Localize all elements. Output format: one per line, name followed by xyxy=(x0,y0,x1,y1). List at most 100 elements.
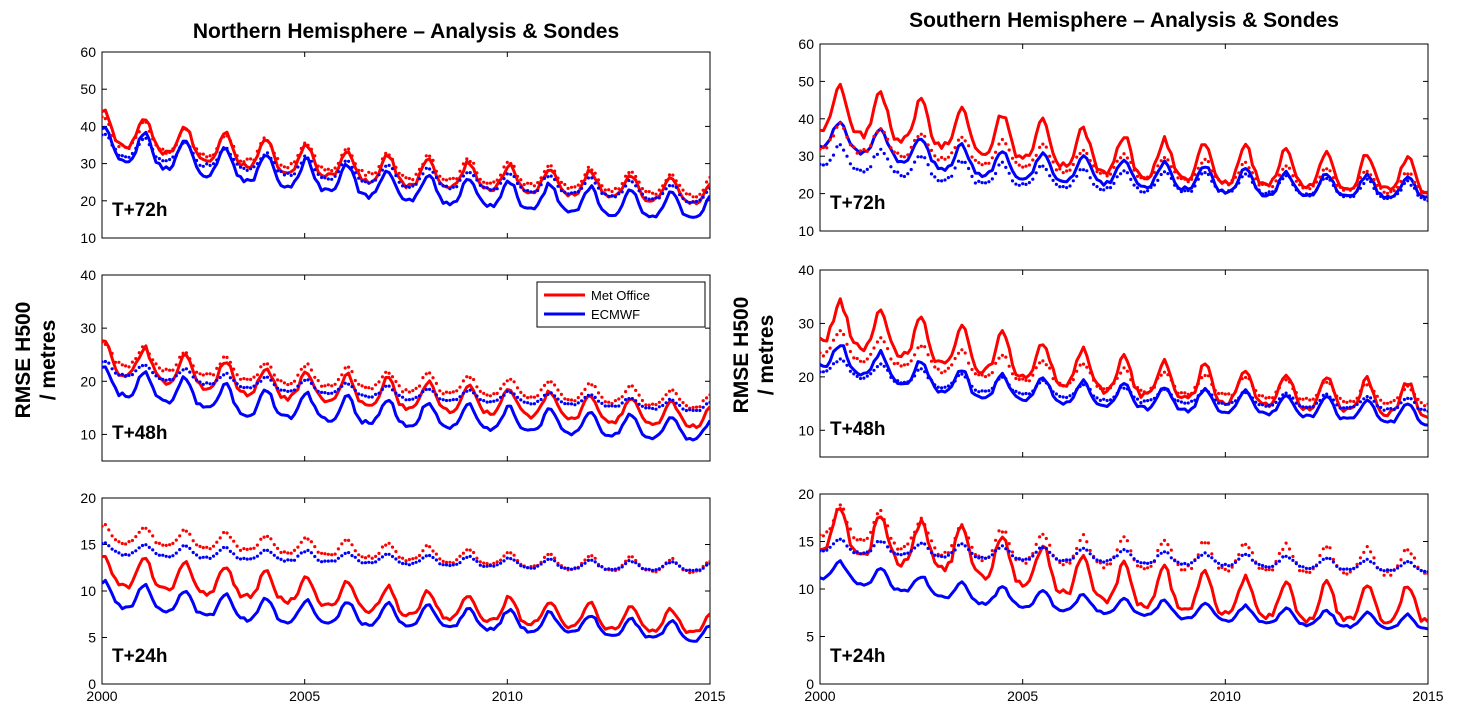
series-point xyxy=(1247,174,1251,178)
series-point xyxy=(1156,393,1160,397)
series-point xyxy=(1000,353,1005,357)
series-point xyxy=(1068,184,1072,188)
series-point xyxy=(627,559,631,563)
series-point xyxy=(1132,183,1136,187)
series-point xyxy=(178,133,182,138)
series-point xyxy=(137,351,141,355)
series-point xyxy=(953,548,957,552)
series-point xyxy=(117,360,121,364)
series-point xyxy=(303,378,307,382)
series-point xyxy=(475,171,479,175)
series-point xyxy=(475,556,479,560)
series-point xyxy=(1308,194,1312,198)
series-point xyxy=(889,375,893,379)
series-point xyxy=(309,159,313,163)
series-point xyxy=(1159,159,1163,163)
series-point xyxy=(1166,551,1170,555)
series-point xyxy=(1419,407,1423,411)
series-point xyxy=(556,388,560,392)
series-point xyxy=(492,392,496,396)
series-point xyxy=(681,196,685,200)
series-point xyxy=(1217,566,1221,570)
series-point xyxy=(235,556,239,560)
series-point xyxy=(431,389,435,393)
series-point xyxy=(1352,405,1356,409)
series-point xyxy=(184,544,188,548)
series-point xyxy=(130,360,134,364)
series-point xyxy=(1203,157,1207,161)
series-point xyxy=(1213,388,1217,392)
series-point xyxy=(478,177,482,181)
series-point xyxy=(902,174,907,179)
series-point xyxy=(414,556,418,560)
series-point xyxy=(1345,567,1349,571)
series-point xyxy=(828,366,832,370)
series-point xyxy=(1081,383,1086,387)
series-point xyxy=(235,162,239,166)
series-point xyxy=(1034,385,1038,389)
series-point xyxy=(590,176,594,180)
series-point xyxy=(1027,163,1031,167)
series-point xyxy=(154,362,158,366)
series-point xyxy=(1000,160,1005,164)
series-point xyxy=(1010,179,1015,183)
series-point xyxy=(603,404,607,408)
series-point xyxy=(1010,372,1015,376)
series-point xyxy=(1139,388,1143,392)
series-point xyxy=(852,536,856,540)
series-point xyxy=(232,144,236,149)
series-point xyxy=(1065,558,1069,562)
series-point xyxy=(909,536,913,540)
series-point xyxy=(691,405,695,410)
series-point xyxy=(872,155,876,159)
series-point xyxy=(468,548,472,552)
series-point xyxy=(526,189,530,193)
y-tick-label: 20 xyxy=(798,486,814,502)
series-point xyxy=(586,382,591,386)
series-point xyxy=(1065,186,1069,190)
series-point xyxy=(559,565,564,570)
series-point xyxy=(154,541,158,545)
series-point xyxy=(1402,181,1406,185)
series-point xyxy=(1267,184,1271,188)
series-point xyxy=(1068,168,1072,172)
series-point xyxy=(184,127,188,132)
series-point xyxy=(401,556,405,560)
ecmwf-dotted-series xyxy=(820,143,1428,203)
series-point xyxy=(289,173,293,177)
series-point xyxy=(848,349,853,354)
series-point xyxy=(1125,549,1129,553)
series-point xyxy=(667,558,672,562)
series-point xyxy=(431,170,435,174)
series-point xyxy=(596,399,601,403)
series-point xyxy=(404,388,408,392)
series-point xyxy=(1385,407,1390,411)
series-point xyxy=(1122,169,1126,173)
series-point xyxy=(1068,381,1072,385)
series-point xyxy=(512,380,516,384)
series-point xyxy=(970,384,974,388)
series-point xyxy=(694,408,699,412)
series-point xyxy=(1220,180,1224,184)
series-point xyxy=(296,153,300,158)
series-point xyxy=(926,143,930,147)
series-point xyxy=(1068,561,1072,565)
series-point xyxy=(549,552,553,557)
series-point xyxy=(1034,366,1038,370)
lead-time-label: T+48h xyxy=(830,419,885,440)
series-point xyxy=(390,388,395,392)
series-point xyxy=(1159,388,1163,392)
series-point xyxy=(576,396,580,400)
series-point xyxy=(1027,392,1031,396)
series-point xyxy=(943,369,947,373)
series-point xyxy=(1217,401,1221,405)
series-point xyxy=(1027,557,1031,561)
series-point xyxy=(553,383,557,387)
series-point xyxy=(107,122,111,126)
series-point xyxy=(987,555,991,559)
series-point xyxy=(654,403,658,407)
series-group xyxy=(820,503,1428,631)
series-point xyxy=(431,376,435,380)
series-point xyxy=(1213,559,1217,563)
series-point xyxy=(667,173,672,177)
